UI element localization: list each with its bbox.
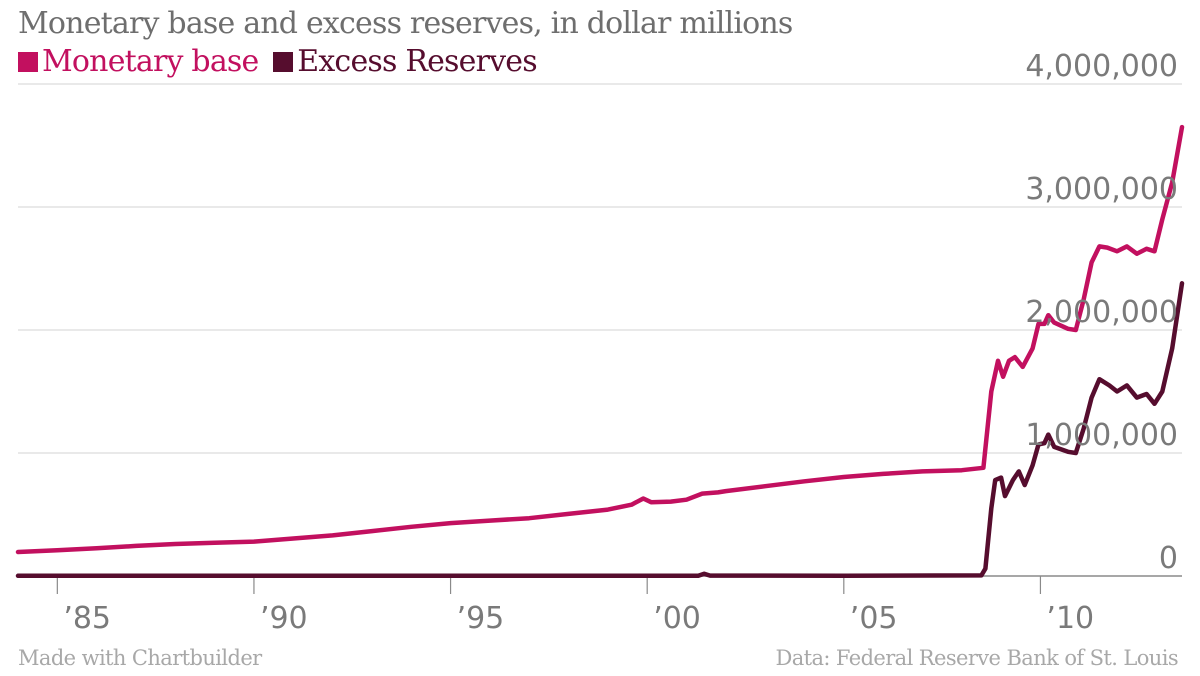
chart-title: Monetary base and excess reserves, in do… [18, 6, 793, 41]
x-tick-label-5: ’10 [1046, 601, 1094, 636]
series-line-monetary-base [15, 124, 1185, 555]
x-tick-label-4: ’05 [850, 601, 898, 636]
legend-swatch-excess-reserves [273, 51, 294, 72]
y-tick-label-2: 2,000,000 [1025, 295, 1178, 330]
y-tick-label-1: 1,000,000 [1025, 418, 1178, 453]
legend-item-excess-reserves: Excess Reserves [273, 44, 538, 79]
y-tick-label-4: 4,000,000 [1025, 49, 1178, 84]
legend-label-monetary-base: Monetary base [42, 44, 259, 79]
x-tick-label-1: ’90 [260, 601, 308, 636]
data-source: Data: Federal Reserve Bank of St. Louis [775, 646, 1178, 670]
grid-lines [18, 83, 1182, 594]
y-tick-label-3: 3,000,000 [1025, 172, 1178, 207]
series-lines [15, 124, 1185, 579]
x-tick-label-3: ’00 [653, 601, 701, 636]
tick-labels: 0 1,000,000 2,000,000 3,000,000 4,000,000 ’85… [63, 49, 1178, 636]
x-tick-label-0: ’85 [63, 601, 111, 636]
legend-swatch-monetary-base [18, 51, 38, 72]
chart-credit: Made with Chartbuilder [18, 646, 262, 670]
series-line-excess-reserves [15, 281, 1185, 579]
y-tick-label-0: 0 [1159, 541, 1178, 576]
x-tick-label-2: ’95 [457, 601, 505, 636]
legend: Monetary base Excess Reserves [18, 44, 543, 80]
legend-item-monetary-base: Monetary base [18, 44, 259, 79]
legend-label-excess-reserves: Excess Reserves [297, 44, 537, 79]
